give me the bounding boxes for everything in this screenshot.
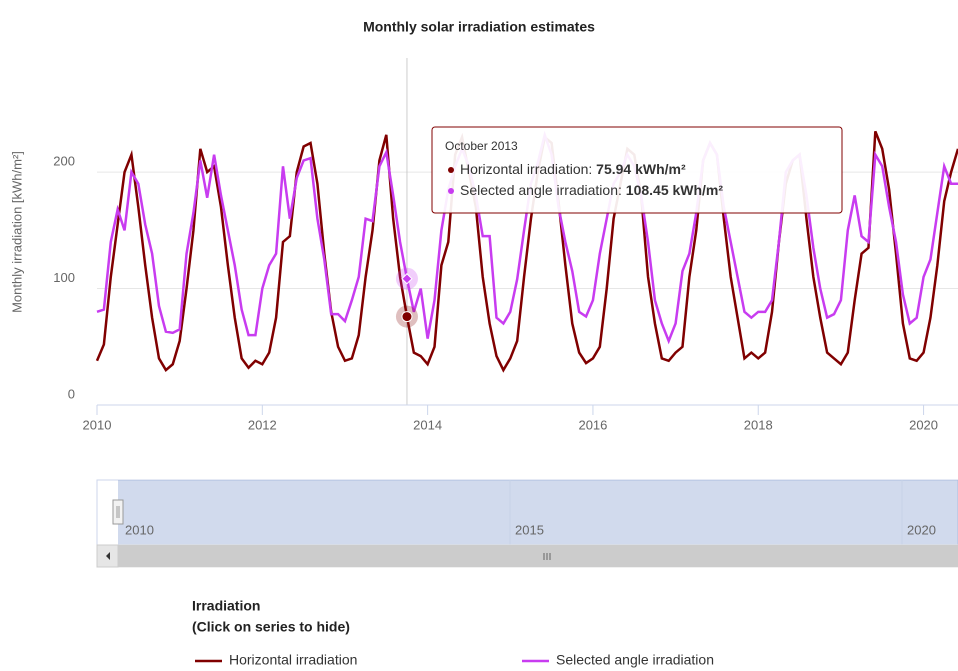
tooltip: October 2013 Horizontal irradiation: 75.9… <box>431 126 843 214</box>
tooltip-label: Horizontal irradiation: <box>460 161 596 177</box>
navigator-label: 2010 <box>125 522 154 537</box>
tooltip-box <box>431 126 843 214</box>
navigator-label: 2015 <box>515 522 544 537</box>
legend-subtitle: (Click on series to hide) <box>192 619 350 635</box>
plot-area <box>95 58 958 405</box>
x-tick-label: 2020 <box>909 417 938 432</box>
navigator-label: 2020 <box>907 522 936 537</box>
x-tick-label: 2010 <box>83 417 112 432</box>
hover-point <box>401 311 413 323</box>
x-tick-label: 2012 <box>248 417 277 432</box>
legend-item[interactable]: Selected angle irradiation <box>556 652 714 668</box>
scrollbar-grip <box>543 553 551 560</box>
tooltip-bullet <box>448 188 454 194</box>
y-tick-label: 0 <box>68 386 75 401</box>
navigator-frame <box>96 479 958 546</box>
chart-title: Monthly solar irradiation estimates <box>363 19 595 35</box>
x-tick-label: 2014 <box>413 417 442 432</box>
legend-title: Irradiation <box>192 598 260 614</box>
tooltip-value: 108.45 kWh/m² <box>626 182 724 198</box>
legend-item[interactable]: Horizontal irradiation <box>229 652 357 668</box>
tooltip-title: October 2013 <box>445 139 518 153</box>
y-tick-label: 100 <box>53 270 75 285</box>
hover-point <box>401 273 413 285</box>
tooltip-line: Selected angle irradiation: 108.45 kWh/m… <box>460 182 723 198</box>
tooltip-value: 75.94 kWh/m² <box>596 161 686 177</box>
series-line <box>95 130 958 373</box>
tooltip-line: Horizontal irradiation: 75.94 kWh/m² <box>460 161 686 177</box>
scrollbar-thumb[interactable] <box>118 545 958 567</box>
navigator-handle[interactable] <box>112 499 124 525</box>
y-tick-label: 200 <box>53 154 75 169</box>
legend: Horizontal irradiation Selected angle irr… <box>195 652 714 668</box>
x-tick-label: 2016 <box>578 417 607 432</box>
y-axis-title: Monthly irradiation [kWh/m²] <box>9 151 24 313</box>
scrollbar-arrow <box>106 552 110 560</box>
x-tick-label: 2018 <box>744 417 773 432</box>
tooltip-bullet <box>448 167 454 173</box>
tooltip-label: Selected angle irradiation: <box>460 182 626 198</box>
navigator-mask[interactable] <box>118 480 958 545</box>
